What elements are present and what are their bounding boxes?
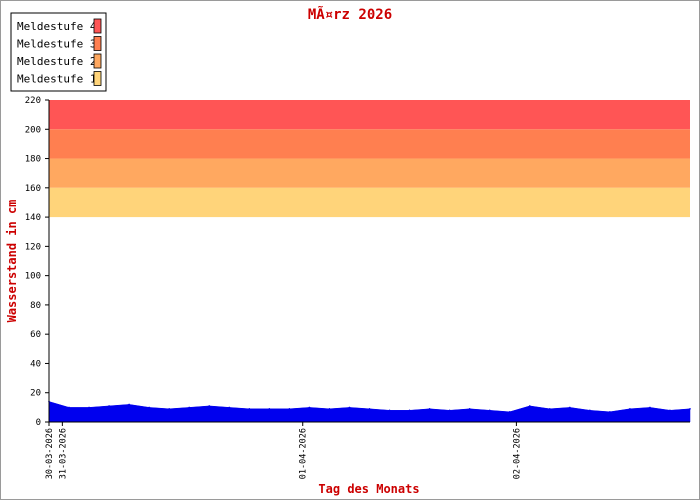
legend-box [10,12,107,92]
y-tick-label: 140 [25,213,41,223]
legend-swatch [93,53,102,69]
data-point [448,409,451,412]
data-point [348,406,351,409]
legend-label: Meldestufe 4 [17,20,97,33]
data-point [368,408,371,410]
alert-level-bands [49,100,690,218]
data-point [669,409,671,412]
band-meldestufe-1 [49,187,690,218]
data-point [468,408,471,410]
data-point [228,406,231,409]
y-axis-title: Wasserstand in cm [5,200,19,323]
data-point [569,406,571,409]
x-axis-title: Tag des Monats [318,482,419,496]
data-point [589,409,591,412]
data-point [328,408,331,410]
chart-title: MÃ¤rz 2026 [308,6,392,23]
legend-label: Meldestufe 1 [17,73,96,86]
data-point [168,408,170,410]
y-tick-label: 200 [25,125,41,135]
data-point [388,409,391,412]
y-tick-label: 120 [25,242,41,252]
data-point [528,405,531,407]
legend-label: Meldestufe 3 [17,38,96,51]
data-point [308,406,311,409]
data-point [268,408,271,410]
legend-swatch [93,18,102,34]
y-tick-label: 160 [25,184,41,194]
series-layer [48,400,691,423]
data-point [248,408,251,410]
data-point [408,409,411,412]
data-point [548,408,551,410]
data-point [609,410,611,413]
data-point [68,406,70,409]
legend-label: Meldestufe 2 [17,55,96,68]
series-area-0 [48,401,691,423]
y-tick-label: 80 [30,301,41,311]
x-axis: 30-03-2026 31-03-2026 01-04-2026 02-04-2026 [45,421,690,479]
data-point [128,403,130,406]
data-point [689,408,691,410]
legend-swatch [93,71,102,86]
y-tick-label: 100 [25,272,41,282]
y-axis: 0 20 40 60 80 100 120 140 160 180 200 220 [25,96,50,428]
x-tick-label: 02-04-2026 [512,428,522,479]
data-point [629,408,631,410]
data-point [148,406,150,409]
legend: Meldestufe 4 Meldestufe 3 Meldestufe 2 Meld… [10,12,107,92]
y-tick-label: 180 [25,155,41,165]
data-point [508,410,511,413]
data-point [188,406,191,409]
data-point [108,405,110,407]
y-tick-label: 220 [25,96,41,106]
data-point [208,405,211,407]
band-meldestufe-2 [49,158,690,188]
y-tick-label: 60 [30,330,41,340]
data-point [488,409,491,412]
y-tick-label: 0 [36,418,41,428]
legend-swatch [93,36,102,51]
data-point [88,406,90,409]
y-tick-label: 20 [30,389,41,399]
data-point [649,406,651,409]
data-point [428,408,431,410]
band-meldestufe-4 [49,100,690,130]
data-point [288,408,291,410]
x-tick-label: 31-03-2026 [58,428,68,479]
y-tick-label: 40 [30,359,41,369]
x-tick-label: 01-04-2026 [299,428,309,479]
x-tick-label: 30-03-2026 [45,428,55,479]
band-meldestufe-3 [49,129,690,159]
